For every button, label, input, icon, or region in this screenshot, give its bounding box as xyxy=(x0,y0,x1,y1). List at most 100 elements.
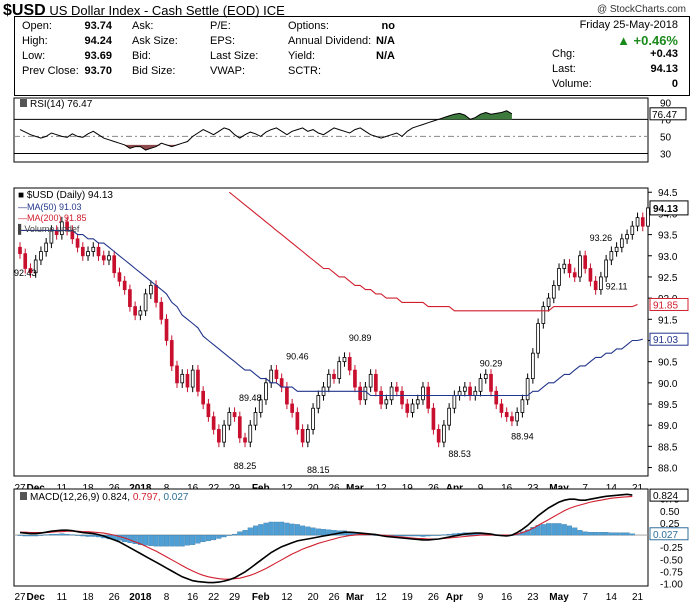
macd-histogram-bar xyxy=(48,533,54,536)
candle-body xyxy=(326,373,331,388)
macd-legend-part: 0.797, xyxy=(133,492,164,503)
candle-body xyxy=(33,259,38,274)
candle-body xyxy=(410,403,415,413)
macd-histogram-bar xyxy=(624,532,630,536)
candle-body xyxy=(525,378,530,401)
candle-body xyxy=(44,242,49,252)
last-value: 94.13 xyxy=(650,63,678,75)
macd-histogram-bar xyxy=(409,534,416,537)
macd-x-axis-label: 23 xyxy=(527,592,539,603)
rsi-tick-label: 30 xyxy=(660,149,672,160)
macd-histogram-bar xyxy=(566,525,573,536)
price-annotation: 88.25 xyxy=(234,461,257,471)
macd-histogram-bar xyxy=(415,534,421,537)
price-annotation: 92.43 xyxy=(14,268,37,278)
macd-histogram-bar xyxy=(33,534,39,537)
macd-histogram-bar xyxy=(582,531,588,536)
quote-label: Open: xyxy=(22,20,52,32)
candle-body xyxy=(138,310,143,316)
macd-legend-part: 0.824, xyxy=(102,492,133,503)
macd-histogram-bar xyxy=(546,523,552,536)
macd-histogram-bar xyxy=(158,534,164,547)
macd-histogram-bar xyxy=(205,534,211,542)
quote-value: 93.70 xyxy=(84,65,112,77)
candle-body xyxy=(164,318,169,341)
price-tick-label: 89.0 xyxy=(658,421,678,432)
quote-label: Annual Dividend: xyxy=(288,35,372,47)
candle-body xyxy=(148,285,153,295)
pct-change: ▲ +0.46% xyxy=(617,33,678,48)
macd-histogram-bar xyxy=(85,534,91,537)
macd-legend: MACD(12,26,9) 0.824, 0.797, 0.027 xyxy=(30,492,189,503)
quote-label: VWAP: xyxy=(210,65,246,77)
candle-body xyxy=(60,221,64,235)
macd-last-box xyxy=(649,488,689,502)
volume-value: 0 xyxy=(671,78,678,90)
price-last-label: 94.13 xyxy=(653,204,678,215)
price-annotation: 90.29 xyxy=(480,359,503,369)
macd-x-axis-label: 26 xyxy=(428,592,440,603)
macd-histogram-bar xyxy=(321,529,327,536)
candle-body xyxy=(332,373,336,379)
macd-histogram-bar xyxy=(164,534,170,547)
price-tick-label: 93.5 xyxy=(658,231,678,242)
macd-histogram-bar xyxy=(305,526,311,536)
candle-body xyxy=(227,412,232,426)
macd-histogram-bar xyxy=(258,524,264,536)
rsi-line xyxy=(19,110,513,151)
macd-histogram-bar xyxy=(331,530,337,536)
macd-tick-label: -0.25 xyxy=(660,543,683,554)
candle-body xyxy=(358,386,363,401)
macd-histogram-bar xyxy=(593,532,599,536)
macd-histogram-bar xyxy=(315,528,321,536)
ma200-last-label: 91.85 xyxy=(653,300,678,311)
candle-body xyxy=(196,369,200,392)
macd-histogram-bar xyxy=(221,534,227,538)
macd-x-axis-label: 9 xyxy=(478,592,484,603)
macd-x-axis-label: 20 xyxy=(308,592,320,603)
quote-label: Options: xyxy=(288,20,329,32)
macd-histogram-bar xyxy=(54,533,60,536)
candle-body xyxy=(473,390,478,396)
macd-histogram-bar xyxy=(226,534,232,536)
macd-histogram-bar xyxy=(399,534,405,537)
price-annotation: 88.94 xyxy=(511,432,534,442)
macd-histogram-bar xyxy=(525,529,531,536)
quote-label: EPS: xyxy=(210,35,236,47)
quote-value: N/A xyxy=(376,35,395,47)
macd-histogram-bar xyxy=(27,534,33,537)
macd-x-axis-label: 14 xyxy=(606,592,618,603)
quote-box xyxy=(14,16,690,96)
macd-histogram-bar xyxy=(232,533,238,536)
symbol: $USD xyxy=(3,2,46,19)
candle-body xyxy=(243,437,247,443)
candle-body xyxy=(237,416,242,439)
candle-body xyxy=(311,407,315,430)
macd-histogram-bar xyxy=(577,530,583,536)
candle-body xyxy=(499,403,504,413)
macd-histogram-bar xyxy=(436,534,442,536)
quote-label: Last Size: xyxy=(210,50,259,62)
volume-legend: ▌Volume undef xyxy=(18,223,80,235)
candle-body xyxy=(258,399,263,413)
macd-legend-part: 0.027 xyxy=(163,492,188,503)
macd-x-axis-label: 26 xyxy=(109,592,121,603)
quote-value: 93.74 xyxy=(84,20,112,32)
candle-body xyxy=(510,416,514,422)
macd-x-axis-label: 16 xyxy=(187,592,199,603)
candle-body xyxy=(337,361,342,379)
macd-histogram-bar xyxy=(174,534,180,547)
macd-histogram-bar xyxy=(216,534,222,539)
candle-body xyxy=(316,395,321,409)
price-legend-title: ■ $USD (Daily) 94.13 xyxy=(18,190,113,201)
rsi-last-label: 76.47 xyxy=(652,110,677,121)
price-tick-label: 94.5 xyxy=(658,188,678,199)
quote-value: 93.69 xyxy=(84,50,112,62)
candle-body xyxy=(415,399,420,405)
macd-histogram-bar xyxy=(242,530,248,536)
hist-last-label: 0.027 xyxy=(653,530,678,541)
quote-label: SCTR: xyxy=(288,65,321,77)
macd-x-axis-label: 8 xyxy=(164,592,170,603)
macd-x-axis-label: Feb xyxy=(252,592,270,603)
price-annotation: 93.26 xyxy=(590,233,613,243)
